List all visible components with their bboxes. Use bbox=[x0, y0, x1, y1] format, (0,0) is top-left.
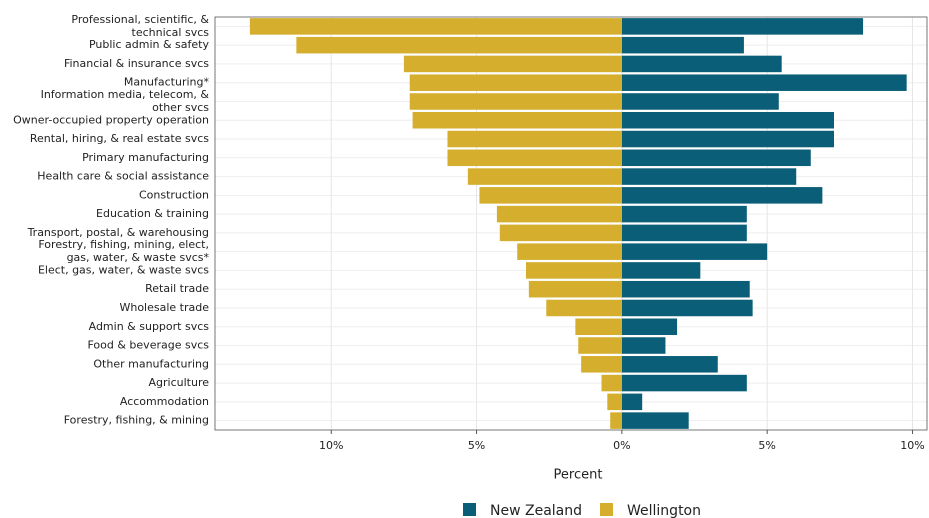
bar bbox=[621, 111, 835, 129]
x-tick-label: 10% bbox=[319, 439, 343, 452]
bar bbox=[621, 18, 864, 35]
y-tick-label: Agriculture bbox=[149, 376, 210, 389]
bar bbox=[447, 149, 622, 167]
bar bbox=[409, 74, 622, 91]
bar bbox=[621, 393, 643, 411]
y-tick-label: Transport, postal, & warehousing bbox=[27, 226, 209, 239]
x-tick-label: 0% bbox=[613, 439, 630, 452]
y-tick-label: Manufacturing* bbox=[124, 76, 210, 89]
y-tick-label: Education & training bbox=[96, 207, 209, 220]
y-tick-label: Forestry, fishing, & mining bbox=[64, 414, 209, 427]
bar bbox=[546, 299, 622, 317]
y-tick-label: Construction bbox=[139, 188, 209, 201]
y-tick-label: Elect, gas, water, & waste svcs bbox=[38, 263, 209, 276]
x-tick-label: 10% bbox=[900, 439, 924, 452]
bar bbox=[621, 36, 744, 54]
bar bbox=[621, 130, 835, 148]
plot-border bbox=[214, 16, 928, 431]
bar bbox=[621, 243, 768, 260]
x-axis-title: Percent bbox=[554, 468, 603, 483]
bar bbox=[296, 36, 622, 54]
bar bbox=[249, 18, 622, 35]
bar bbox=[496, 205, 622, 223]
bar bbox=[575, 318, 622, 336]
y-tick-label: Accommodation bbox=[120, 395, 209, 408]
legend-label: Wellington bbox=[627, 503, 701, 518]
bar bbox=[621, 280, 750, 298]
bar bbox=[621, 318, 678, 336]
y-tick-label: Financial & insurance svcs bbox=[64, 57, 209, 70]
bar bbox=[578, 337, 622, 354]
bar bbox=[517, 243, 622, 260]
bar bbox=[601, 374, 622, 392]
bar bbox=[610, 412, 622, 429]
y-tick-label: Primary manufacturing bbox=[82, 151, 209, 164]
y-tick-label: Rental, hiring, & real estate svcs bbox=[30, 132, 209, 145]
bar bbox=[479, 187, 622, 204]
x-tick-label: 5% bbox=[758, 439, 775, 452]
legend-swatch bbox=[463, 503, 476, 516]
bar bbox=[621, 205, 747, 223]
legend-swatch bbox=[600, 503, 613, 516]
bar bbox=[467, 168, 622, 185]
bar bbox=[621, 168, 797, 185]
bar bbox=[621, 356, 718, 373]
bar bbox=[621, 74, 907, 91]
y-tick-label: Professional, scientific, & technical svc… bbox=[71, 13, 209, 39]
bar bbox=[447, 130, 622, 148]
bar bbox=[621, 412, 689, 429]
bar bbox=[621, 149, 811, 167]
bar bbox=[528, 280, 622, 298]
bar bbox=[403, 55, 622, 73]
bar bbox=[412, 111, 622, 129]
y-tick-label: Retail trade bbox=[145, 282, 209, 295]
y-tick-label: Food & beverage svcs bbox=[87, 339, 209, 352]
x-tick-label: 5% bbox=[468, 439, 485, 452]
y-tick-label: Information media, telecom, & other svcs bbox=[41, 88, 210, 114]
bar bbox=[621, 374, 747, 392]
bar bbox=[621, 337, 666, 354]
y-tick-label: Owner-occupied property operation bbox=[13, 113, 209, 126]
bar bbox=[621, 187, 823, 204]
y-tick-label: Forestry, fishing, mining, elect, gas, wa… bbox=[38, 238, 209, 264]
legend-label: New Zealand bbox=[490, 503, 582, 518]
bar bbox=[409, 93, 622, 110]
bar bbox=[621, 224, 747, 242]
bar bbox=[581, 356, 622, 373]
bar bbox=[621, 55, 782, 73]
bar bbox=[621, 262, 701, 279]
y-tick-label: Other manufacturing bbox=[93, 357, 209, 370]
bar bbox=[607, 393, 622, 411]
bar bbox=[525, 262, 622, 279]
bar bbox=[621, 299, 753, 317]
bar bbox=[621, 93, 779, 110]
y-tick-label: Public admin & safety bbox=[89, 38, 210, 51]
bar bbox=[499, 224, 622, 242]
y-tick-label: Health care & social assistance bbox=[37, 170, 209, 183]
y-tick-label: Wholesale trade bbox=[119, 301, 209, 314]
y-tick-label: Admin & support svcs bbox=[89, 320, 210, 333]
